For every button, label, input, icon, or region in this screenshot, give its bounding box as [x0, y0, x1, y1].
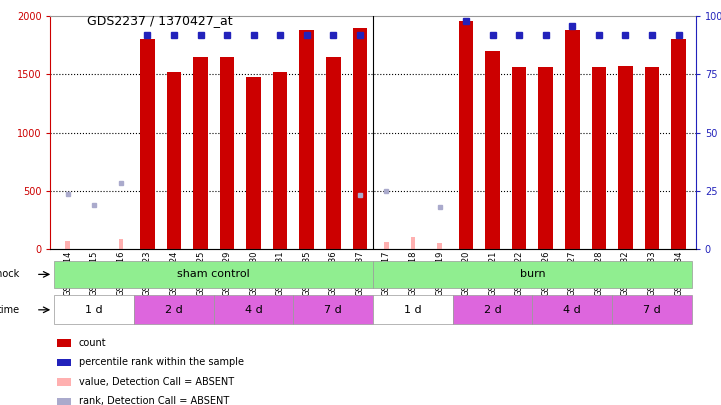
Text: sham control: sham control: [177, 269, 250, 279]
Bar: [167, 72, 181, 249]
Text: GDS2237 / 1370427_at: GDS2237 / 1370427_at: [87, 14, 232, 27]
Text: 4 d: 4 d: [244, 305, 262, 315]
Bar: [373, 261, 691, 288]
Text: burn: burn: [520, 269, 545, 279]
Text: 1 d: 1 d: [404, 305, 422, 315]
Bar: [459, 21, 474, 249]
Bar: [55, 261, 373, 288]
Bar: [411, 237, 415, 249]
Bar: [612, 295, 691, 324]
Bar: [220, 57, 234, 249]
Bar: [57, 339, 71, 347]
Bar: [57, 398, 71, 405]
Text: count: count: [79, 338, 107, 348]
Bar: [134, 295, 214, 324]
Text: 1 d: 1 d: [86, 305, 103, 315]
Bar: [453, 295, 532, 324]
Bar: [140, 39, 155, 249]
Bar: [293, 295, 373, 324]
Text: 2 d: 2 d: [484, 305, 502, 315]
Bar: [532, 295, 612, 324]
Text: 7 d: 7 d: [643, 305, 661, 315]
Bar: [57, 378, 71, 386]
Bar: [299, 30, 314, 249]
Bar: [373, 295, 453, 324]
Bar: [437, 243, 442, 249]
Bar: [671, 39, 686, 249]
Bar: [66, 241, 70, 249]
Bar: [485, 51, 500, 249]
Bar: [353, 28, 367, 249]
Bar: [591, 67, 606, 249]
Bar: [326, 57, 340, 249]
Bar: [618, 66, 633, 249]
Bar: [512, 67, 526, 249]
Text: 2 d: 2 d: [165, 305, 183, 315]
Bar: [273, 72, 288, 249]
Bar: [247, 77, 261, 249]
Text: 4 d: 4 d: [563, 305, 581, 315]
Text: time: time: [0, 305, 20, 315]
Text: percentile rank within the sample: percentile rank within the sample: [79, 357, 244, 367]
Text: shock: shock: [0, 269, 20, 279]
Bar: [193, 57, 208, 249]
Bar: [55, 295, 134, 324]
Text: value, Detection Call = ABSENT: value, Detection Call = ABSENT: [79, 377, 234, 387]
Bar: [539, 67, 553, 249]
Bar: [645, 67, 659, 249]
Text: rank, Detection Call = ABSENT: rank, Detection Call = ABSENT: [79, 396, 229, 405]
Bar: [565, 30, 580, 249]
Bar: [118, 239, 123, 249]
Bar: [214, 295, 293, 324]
Bar: [384, 242, 389, 249]
Text: 7 d: 7 d: [324, 305, 342, 315]
Bar: [57, 358, 71, 366]
